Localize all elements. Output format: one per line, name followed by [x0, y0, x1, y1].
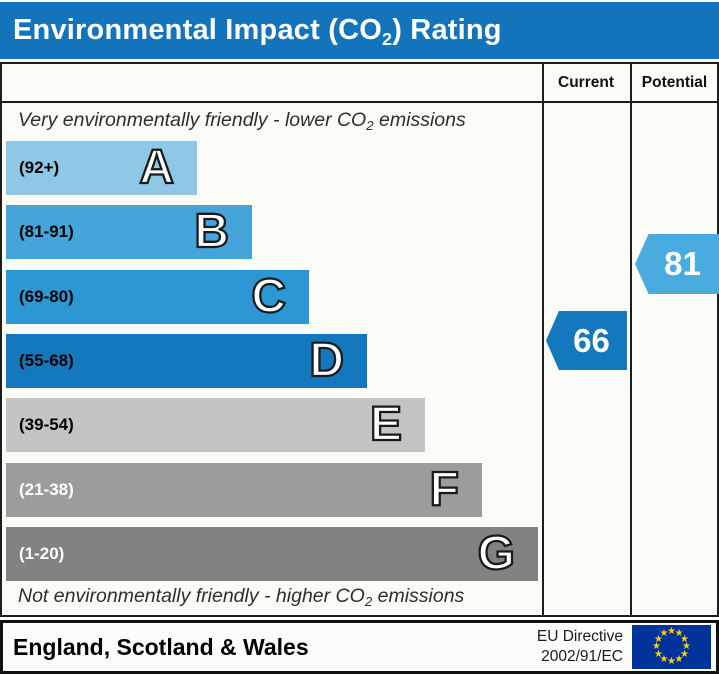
eu-flag-icon: ★ ★ ★ ★ ★ ★ ★ ★ ★ ★ ★ ★: [632, 625, 711, 669]
potential-rating-value: 81: [664, 245, 701, 282]
band-letter-g: G: [476, 526, 516, 581]
eu-flag-star: ★: [659, 628, 669, 639]
current-rating-arrow: 66: [546, 311, 627, 370]
eu-directive-line1: EU Directive: [536, 627, 623, 645]
potential-column-header: Potential: [641, 74, 708, 91]
eu-directive-line2: 2002/91/EC: [541, 648, 623, 665]
top-annotation-subscript: 2: [366, 118, 374, 133]
band-row-d: (55-68) D: [6, 333, 367, 388]
eu-flag-star: ★: [674, 628, 684, 639]
band-row-f: (21-38) F: [6, 461, 482, 517]
title-subscript: 2: [381, 29, 393, 49]
potential-column-divider: [630, 64, 632, 615]
band-range-label-f: (21-38): [19, 479, 74, 499]
footer-bar: England, Scotland & Wales EU Directive 2…: [0, 620, 719, 674]
header-rule: [2, 101, 717, 103]
band-letter-c: C: [250, 268, 287, 323]
title-text: Environmental Impact (CO: [13, 14, 382, 46]
band-row-c: (69-80) C: [6, 268, 309, 324]
bottom-annotation: Not environmentally friendly - higher CO…: [18, 585, 464, 608]
eu-flag-star: ★: [680, 648, 689, 660]
footer-right-group: EU Directive 2002/91/EC ★ ★ ★ ★ ★ ★ ★ ★ ★ ★ ★ ★: [537, 625, 711, 669]
eu-flag-star: ★: [667, 656, 676, 667]
band-range-label-e: (39-54): [19, 415, 74, 435]
current-column-header: Current: [558, 74, 614, 91]
chart-title: Environmental Impact (CO2) Rating: [0, 2, 719, 59]
title-text-end: ) Rating: [392, 14, 502, 46]
region-label: England, Scotland & Wales: [13, 633, 309, 660]
potential-rating-arrow: 81: [635, 234, 719, 294]
top-annotation: Very environmentally friendly - lower CO…: [18, 109, 466, 132]
band-row-a: (92+) A: [6, 140, 197, 195]
band-letter-b: B: [193, 204, 230, 259]
band-range-label-c: (69-80): [19, 286, 74, 306]
eu-flag-star: ★: [667, 626, 676, 637]
band-row-b: (81-91) B: [6, 204, 252, 259]
band-range-label-b: (81-91): [19, 222, 74, 242]
eu-flag-star: ★: [682, 641, 691, 652]
band-letter-f: F: [429, 461, 461, 516]
band-range-label-g: (1-20): [19, 543, 65, 563]
bottom-annotation-text-end: emissions: [372, 585, 465, 607]
rating-table: Current Potential Very environmentally f…: [0, 62, 719, 617]
eu-flag-star: ★: [652, 641, 661, 652]
band-letter-e: E: [369, 397, 403, 452]
eu-flag-star: ★: [654, 633, 663, 645]
eu-flag-star: ★: [674, 653, 684, 665]
band-range-label-a: (92+): [19, 158, 60, 177]
eu-flag-star: ★: [654, 648, 663, 660]
top-annotation-text-end: emissions: [373, 109, 466, 131]
band-letter-d: D: [308, 333, 345, 388]
band-range-label-d: (55-68): [19, 350, 74, 370]
current-column-divider: [542, 64, 544, 615]
band-letter-a: A: [138, 140, 175, 195]
eu-directive-label: EU Directive 2002/91/EC: [537, 627, 623, 667]
band-row-g: (1-20) G: [6, 526, 538, 581]
eu-flag-star: ★: [680, 633, 689, 645]
eu-flag-star: ★: [659, 653, 669, 665]
current-rating-value: 66: [573, 321, 610, 359]
bottom-annotation-subscript: 2: [364, 594, 373, 609]
band-row-e: (39-54) E: [6, 397, 425, 452]
top-annotation-text: Very environmentally friendly - lower CO: [18, 109, 367, 131]
bottom-annotation-text: Not environmentally friendly - higher CO: [18, 585, 365, 607]
